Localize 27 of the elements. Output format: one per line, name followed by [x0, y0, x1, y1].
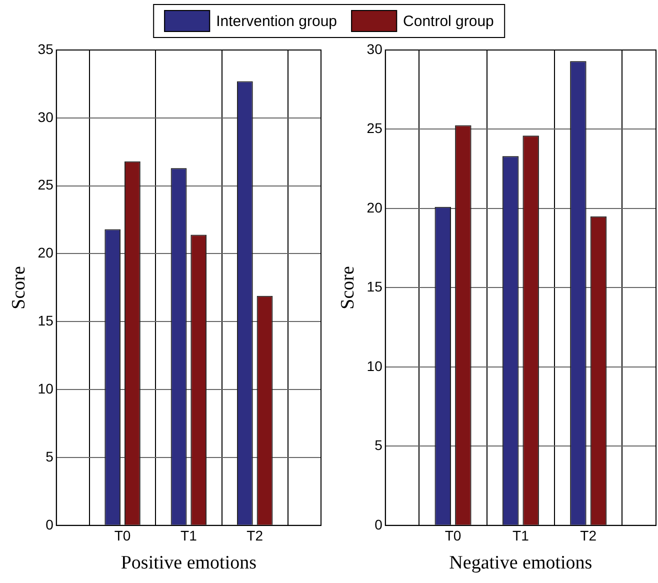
x-tick-label: T2 [580, 528, 597, 544]
y-tick-label: 15 [38, 312, 54, 329]
y-tick-label: 10 [366, 358, 383, 374]
y-tick-label: 0 [374, 516, 383, 532]
y-tick-label: 30 [38, 108, 54, 125]
y-tick-label: 20 [38, 244, 54, 261]
x-tick-label: T0 [444, 528, 462, 544]
y-axis-title: Score [8, 266, 30, 310]
x-axis-title: Positive emotions [120, 552, 257, 574]
y-tick-label: 5 [46, 448, 54, 464]
x-tick-label: T1 [512, 528, 530, 544]
y-axis-title: Score [337, 266, 358, 310]
y-tick-label: 25 [366, 120, 383, 136]
x-axis-title: Negative emotions [449, 552, 592, 574]
y-tick-label: 25 [38, 176, 54, 193]
y-tick-label: 0 [46, 516, 54, 532]
x-tick-label: T0 [114, 528, 131, 544]
y-tick-label: 35 [38, 40, 54, 57]
y-tick-label: 15 [366, 278, 383, 295]
legend-label: Control group [403, 12, 494, 30]
y-tick-label: 10 [38, 380, 54, 396]
y-tick-label: 20 [366, 199, 383, 216]
y-tick-label: 5 [374, 437, 383, 454]
y-tick-label: 30 [366, 40, 383, 57]
legend-label: Intervention group [216, 12, 338, 30]
x-tick-label: T1 [180, 528, 198, 544]
x-tick-label: T2 [246, 528, 264, 544]
